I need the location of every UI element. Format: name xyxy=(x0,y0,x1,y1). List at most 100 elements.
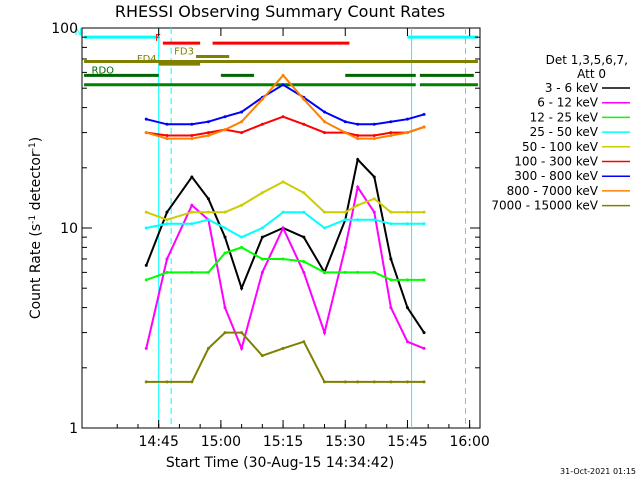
data-point xyxy=(240,120,244,124)
flag-label: N xyxy=(75,27,82,38)
x-tick-label: 15:45 xyxy=(387,434,427,450)
data-point xyxy=(323,331,327,335)
data-point xyxy=(260,122,264,126)
data-point xyxy=(405,306,409,310)
data-point xyxy=(356,203,360,207)
data-point xyxy=(190,122,194,126)
data-point xyxy=(405,117,409,121)
data-point xyxy=(206,120,210,124)
data-point xyxy=(372,210,376,214)
data-point xyxy=(240,286,244,290)
data-point xyxy=(240,131,244,135)
data-point xyxy=(372,175,376,179)
data-point xyxy=(389,131,393,135)
data-point xyxy=(144,131,148,135)
data-point xyxy=(190,222,194,226)
data-point xyxy=(260,257,264,261)
data-point xyxy=(281,73,285,77)
data-point xyxy=(223,115,227,119)
data-point xyxy=(144,117,148,121)
data-point xyxy=(422,331,426,335)
data-point xyxy=(260,235,264,239)
series-line xyxy=(146,331,424,383)
data-point xyxy=(323,226,327,230)
data-point xyxy=(206,197,210,201)
data-point xyxy=(356,185,360,189)
series-layer xyxy=(144,73,426,384)
data-point xyxy=(302,270,306,274)
data-point xyxy=(372,122,376,126)
data-point xyxy=(281,83,285,87)
data-point xyxy=(281,115,285,119)
data-point xyxy=(223,128,227,132)
data-point xyxy=(240,235,244,239)
legend-label: 800 - 7000 keV xyxy=(507,184,599,198)
data-point xyxy=(281,226,285,230)
data-point xyxy=(165,257,169,261)
x-axis-label: Start Time (30-Aug-15 14:34:42) xyxy=(166,455,394,471)
data-point xyxy=(165,137,169,141)
flag-bars: N F FD3 FD4 RDO xyxy=(75,27,478,87)
data-point xyxy=(323,131,327,135)
series-line xyxy=(146,115,425,137)
data-point xyxy=(343,245,347,249)
data-point xyxy=(223,251,227,255)
data-point xyxy=(389,257,393,261)
flag-label: FD4 xyxy=(137,54,157,65)
y-tick-label: 100 xyxy=(51,21,78,37)
data-point xyxy=(302,259,306,263)
data-point xyxy=(165,134,169,138)
x-axis-ticks: 14:45 15:00 15:15 15:30 15:45 16:00 xyxy=(116,28,490,450)
data-point xyxy=(372,218,376,222)
flag-label: RDO xyxy=(92,65,115,76)
data-point xyxy=(323,110,327,114)
data-point xyxy=(281,210,285,214)
data-point xyxy=(144,278,148,282)
x-tick-label: 15:30 xyxy=(325,434,365,450)
data-point xyxy=(190,270,194,274)
data-point xyxy=(356,134,360,138)
data-point xyxy=(165,210,169,214)
legend-label: 12 - 25 keV xyxy=(530,110,599,124)
data-point xyxy=(260,226,264,230)
data-point xyxy=(343,380,347,384)
data-point xyxy=(343,218,347,222)
flag-label: F xyxy=(155,33,161,44)
chart-title: RHESSI Observing Summary Count Rates xyxy=(115,2,445,21)
data-point xyxy=(389,120,393,124)
data-point xyxy=(206,218,210,222)
data-point xyxy=(356,380,360,384)
data-point xyxy=(389,380,393,384)
legend-label: 25 - 50 keV xyxy=(530,125,599,139)
series-line xyxy=(145,246,424,281)
data-point xyxy=(223,306,227,310)
data-point xyxy=(165,222,169,226)
data-point xyxy=(343,210,347,214)
data-point xyxy=(190,134,194,138)
data-point xyxy=(343,270,347,274)
data-point xyxy=(422,278,426,282)
data-point xyxy=(260,354,264,358)
y-axis-label: Count Rate (s-1 detector-1) xyxy=(28,137,44,319)
data-point xyxy=(144,210,148,214)
data-point xyxy=(260,270,264,274)
data-point xyxy=(356,122,360,126)
legend-label: 7000 - 15000 keV xyxy=(491,199,598,213)
data-point xyxy=(422,112,426,116)
data-point xyxy=(144,263,148,267)
x-tick-label: 14:45 xyxy=(139,434,179,450)
data-point xyxy=(206,131,210,135)
data-point xyxy=(190,203,194,207)
legend-label: 3 - 6 keV xyxy=(545,81,599,95)
data-point xyxy=(302,97,306,101)
y-tick-label: 10 xyxy=(60,221,78,237)
data-point xyxy=(223,235,227,239)
data-point xyxy=(372,270,376,274)
data-point xyxy=(372,380,376,384)
data-point xyxy=(405,278,409,282)
data-point xyxy=(405,222,409,226)
data-point xyxy=(356,270,360,274)
